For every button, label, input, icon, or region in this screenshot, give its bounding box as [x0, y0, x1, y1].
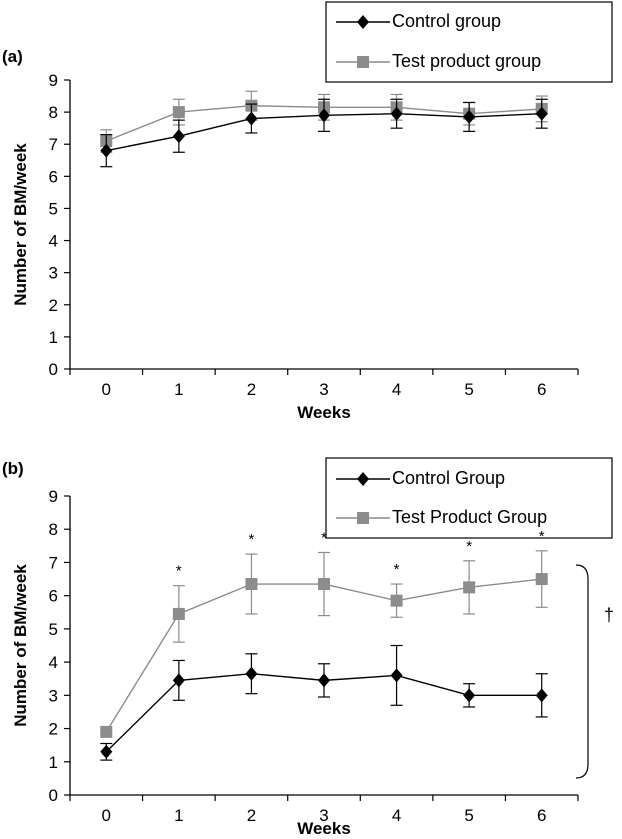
panel-a-legend-box	[325, 1, 613, 83]
panel-a-x-tick-label: 5	[464, 380, 473, 399]
panel-b-legend: Control Group Test Product Group	[325, 457, 613, 539]
panel-b-diamond-point	[390, 668, 403, 683]
panel-b-x-tick-label: 4	[392, 806, 401, 825]
panel-a-y-tick-label: 7	[49, 135, 58, 154]
panel-a-y-tick-label: 8	[49, 103, 58, 122]
panel-b-series-control	[100, 644, 548, 761]
panel-b-significance-star: *	[394, 561, 400, 578]
panel-a-x-tick-label: 2	[247, 380, 256, 399]
panel-b-square-point	[390, 594, 403, 607]
panel-a-legend-test-marker	[357, 56, 369, 68]
panel-a-y-axis-title: Number of BM/week	[11, 143, 30, 306]
panel-a-y-tick-label: 5	[49, 199, 58, 218]
panel-b-square-point	[172, 607, 185, 620]
panel-b-y-tick-label: 9	[49, 487, 58, 506]
panel-b-y-tick-labels: 0 1 2 3 4 5 6 7 8 9	[49, 487, 58, 805]
panel-a-x-tick-label: 4	[392, 380, 401, 399]
panel-b-x-tick-label: 6	[537, 806, 546, 825]
panel-a-x-tick-label: 6	[537, 380, 546, 399]
panel-a-legend-control-label: Control group	[392, 11, 501, 31]
panel-b-y-tick-label: 1	[49, 753, 58, 772]
panel-b-x-axis-title: Weeks	[297, 819, 351, 838]
panel-a-diamond-point	[172, 129, 185, 144]
panel-b-label: (b)	[2, 459, 24, 478]
panel-b-square-point	[463, 581, 476, 594]
panel-b-y-tick-label: 4	[49, 653, 58, 672]
panel-b-y-tick-label: 7	[49, 553, 58, 572]
significance-bracket	[575, 564, 589, 779]
panel-b-y-tick-label: 0	[49, 786, 58, 805]
panel-a-label: (a)	[2, 47, 23, 66]
panel-b-x-tick-label: 2	[247, 806, 256, 825]
panel-a-y-tick-label: 2	[49, 296, 58, 315]
panel-b-y-tick-label: 8	[49, 520, 58, 539]
panel-b-x-tick-labels: 0 1 2 3 4 5 6	[102, 806, 547, 825]
panel-b-legend-test-marker	[357, 512, 369, 524]
panel-a-diamond-point	[100, 143, 113, 158]
panel-b-diamond-point	[172, 673, 185, 688]
panel-a-x-axis-title: Weeks	[297, 403, 351, 422]
panel-a-x-tick-label: 1	[174, 380, 183, 399]
panel-a-y-tick-label: 0	[49, 360, 58, 379]
panel-b-diamond-point	[245, 666, 258, 681]
panel-a-diamond-point	[463, 109, 476, 124]
significance-dagger: †	[604, 605, 614, 625]
panel-a-diamond-point	[535, 106, 548, 121]
panel-b-square-point	[318, 578, 330, 591]
panel-b-x-tick-label: 0	[102, 806, 111, 825]
panel-a-y-tick-label: 6	[49, 167, 58, 186]
panel-b: (b) 0 1 2 3 4 5 6 7 8 9 0 1 2 3 4 5 6 Weeks Number of B…	[2, 457, 614, 838]
panel-b-legend-control-label: Control Group	[392, 468, 505, 488]
panel-b-y-axis-title: Number of BM/week	[11, 564, 30, 727]
panel-b-significance-star: *	[249, 531, 255, 548]
panel-a-y-tick-labels: 0 1 2 3 4 5 6 7 8 9	[49, 71, 58, 379]
panel-a-diamond-point	[390, 106, 403, 121]
panel-b-diamond-point	[463, 688, 476, 703]
panel-a-legend: Control group Test product group	[325, 1, 613, 83]
panel-b-x-tick-label: 5	[464, 806, 473, 825]
panel-b-significance-star: *	[176, 563, 182, 580]
panel-a-y-tick-label: 4	[49, 232, 58, 251]
panel-b-diamond-point	[535, 688, 548, 703]
panel-a-series-control	[100, 98, 548, 168]
panel-b-legend-box	[325, 457, 613, 539]
panel-a-legend-test-label: Test product group	[392, 51, 541, 71]
panel-a-legend-control-marker	[357, 15, 369, 29]
panel-a-diamond-point	[318, 108, 330, 123]
panel-b-significance-star: *	[539, 528, 545, 545]
panel-b-square-point	[245, 578, 258, 591]
panel-b-square-point	[100, 725, 113, 738]
panel-a: (a) 0 1 2 3 4 5 6 7 8 9 0 1 2 3 4 5 6 Weeks Number of B…	[2, 1, 613, 422]
panel-b-square-point	[535, 573, 548, 586]
panel-a-y-tick-label: 9	[49, 71, 58, 90]
panel-b-significance-star: *	[321, 529, 327, 546]
panel-a-diamond-point	[245, 111, 258, 126]
panel-b-y-tick-label: 5	[49, 620, 58, 639]
panel-b-legend-test-label: Test Product Group	[392, 507, 547, 527]
panel-a-x-tick-labels: 0 1 2 3 4 5 6	[102, 380, 547, 399]
panel-b-y-tick-label: 3	[49, 686, 58, 705]
panel-b-diamond-point	[100, 744, 113, 759]
panel-a-axes	[64, 79, 579, 375]
panel-b-diamond-point	[318, 673, 330, 688]
panel-b-y-tick-label: 6	[49, 587, 58, 606]
panel-b-x-tick-label: 1	[174, 806, 183, 825]
panel-a-x-tick-label: 3	[319, 380, 328, 399]
panel-b-x-tick-label: 3	[319, 806, 328, 825]
panel-b-series-test	[100, 550, 548, 738]
panel-a-x-tick-label: 0	[102, 380, 111, 399]
panel-a-y-tick-label: 3	[49, 264, 58, 283]
panel-b-y-tick-label: 2	[49, 720, 58, 739]
panel-b-legend-control-marker	[357, 472, 369, 486]
panel-b-axes	[64, 495, 579, 801]
panel-a-square-point	[172, 106, 185, 119]
panel-a-y-tick-label: 1	[49, 328, 58, 347]
panel-b-significance-star: *	[466, 538, 472, 555]
